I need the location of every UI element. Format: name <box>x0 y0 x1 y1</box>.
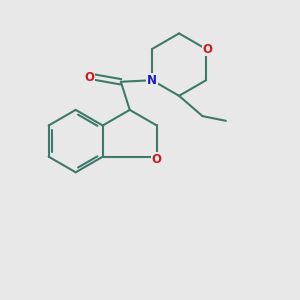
Text: O: O <box>152 153 162 166</box>
Text: O: O <box>202 43 213 56</box>
Text: O: O <box>85 70 95 84</box>
Text: N: N <box>147 74 157 87</box>
